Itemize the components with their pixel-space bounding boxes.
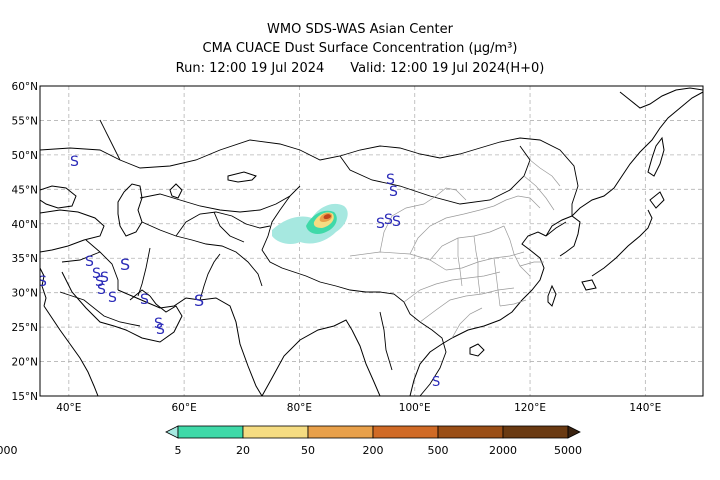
dust-symbol: S — [38, 274, 47, 290]
x-tick-label: 120°E — [514, 402, 546, 414]
colorbar-cell — [372, 425, 439, 439]
colorbar-label: 5 — [175, 444, 182, 457]
dust-symbol: S — [154, 316, 163, 332]
colorbar-cell — [437, 425, 504, 439]
colorbar-label: 5000 — [554, 444, 582, 457]
y-tick-label: 20°N — [12, 357, 38, 369]
colorbar-legend: 5 20 50 200 500 2000 5000 20000 — [0, 425, 582, 457]
colorbar-cell — [242, 425, 309, 439]
y-tick-label: 50°N — [12, 150, 38, 162]
y-tick-label: 25°N — [12, 322, 38, 334]
colorbar-label: 500 — [428, 444, 449, 457]
x-tick-label: 40°E — [56, 402, 81, 414]
dust-symbol: S — [384, 212, 393, 228]
chart-subtitle: CMA CUACE Dust Surface Concentration (μg… — [202, 41, 518, 56]
coastlines — [40, 87, 703, 396]
map-frame — [39, 85, 704, 397]
colorbar-cell — [177, 425, 244, 439]
dust-plume — [272, 203, 348, 244]
x-tick-label: 140°E — [629, 402, 661, 414]
dust-symbol: S — [92, 266, 101, 282]
dust-symbol: S — [386, 172, 395, 188]
y-axis-ticks: 15°N 20°N 25°N 30°N 35°N 40°N 45°N 50°N 55°N 60°N — [12, 81, 38, 403]
run-time: Run: 12:00 19 Jul 2024 — [175, 61, 325, 76]
dust-symbol: S — [120, 255, 130, 274]
run-valid-line: Run: 12:00 19 Jul 2024 Valid: 12:00 19 Ju… — [0, 60, 720, 78]
dust-symbol: S — [432, 375, 440, 390]
y-tick-label: 55°N — [12, 115, 38, 127]
colorbar-label: 200 — [363, 444, 384, 457]
y-tick-label: 15°N — [12, 391, 38, 403]
colorbar-label: 20 — [236, 444, 250, 457]
dust-symbol: S — [70, 154, 79, 170]
dust-symbol: S — [95, 274, 104, 290]
dust-symbol: S — [85, 254, 94, 270]
dust-symbol: S — [392, 214, 401, 230]
colorbar-label: 50 — [301, 444, 315, 457]
dust-symbol: S — [140, 292, 149, 308]
dust-symbol: S — [97, 282, 106, 298]
dust-symbol: S — [156, 322, 165, 338]
country-borders — [40, 119, 579, 396]
chart-title: WMO SDS-WAS Asian Center — [267, 22, 453, 37]
province-borders — [349, 159, 561, 339]
dust-symbol: S — [389, 184, 398, 200]
dust-level-500-area — [323, 214, 331, 219]
dust-observation-symbols: S S S S S S S S S S S S S S S S S S S — [38, 154, 440, 390]
map-background — [40, 86, 703, 396]
dust-symbol: S — [194, 291, 204, 310]
colorbar-label: 20000 — [0, 444, 18, 457]
x-tick-label: 60°E — [172, 402, 197, 414]
y-tick-label: 60°N — [12, 81, 38, 93]
x-tick-label: 100°E — [399, 402, 431, 414]
dust-symbol: S — [100, 270, 109, 286]
colorbar-max-arrow — [567, 425, 581, 439]
y-tick-label: 30°N — [12, 288, 38, 300]
x-tick-label: 80°E — [287, 402, 312, 414]
dust-symbol: S — [108, 290, 117, 306]
colorbar-label: 2000 — [489, 444, 517, 457]
colorbar-min-arrow — [165, 425, 179, 439]
colorbar-cell — [307, 425, 374, 439]
y-tick-label: 40°N — [12, 219, 38, 231]
x-axis-ticks: 40°E 60°E 80°E 100°E 120°E 140°E — [56, 402, 661, 414]
valid-time: Valid: 12:00 19 Jul 2024(H+0) — [350, 61, 545, 76]
dust-symbol: S — [376, 216, 385, 232]
colorbar-cell — [502, 425, 569, 439]
graticule — [40, 86, 703, 396]
y-tick-label: 35°N — [12, 253, 38, 265]
y-tick-label: 45°N — [12, 184, 38, 196]
